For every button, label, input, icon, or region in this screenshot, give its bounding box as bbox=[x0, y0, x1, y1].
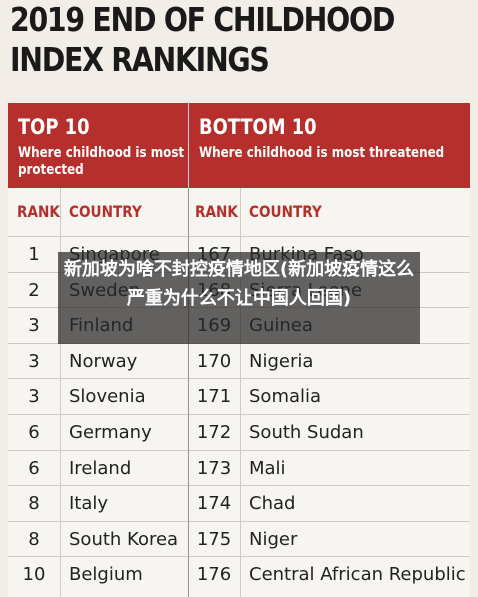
rank-cell: 3 bbox=[28, 350, 40, 372]
overlay-caption: 新加坡为啥不封控疫情地区(新加坡疫情这么严重为什么不让中国人回国) bbox=[58, 252, 420, 344]
column-header: RANK bbox=[195, 202, 238, 221]
table-row: 3 Slovenia 171 Somalia bbox=[8, 378, 470, 414]
rank-cell: 6 bbox=[28, 457, 40, 479]
rank-cell: 8 bbox=[28, 493, 40, 515]
section-heading: BOTTOM 10 bbox=[199, 115, 317, 139]
country-cell: South Korea bbox=[69, 528, 179, 550]
table-row: 3 Norway 170 Nigeria bbox=[8, 342, 470, 379]
country-cell: Italy bbox=[69, 493, 109, 515]
country-cell: Niger bbox=[249, 528, 298, 550]
rank-cell: 176 bbox=[196, 564, 232, 586]
rank-cell: 175 bbox=[196, 528, 232, 550]
column-divider bbox=[60, 188, 61, 597]
rank-cell: 173 bbox=[196, 457, 232, 479]
rank-cell: 8 bbox=[28, 528, 40, 550]
country-cell: South Sudan bbox=[249, 422, 364, 443]
rank-cell: 6 bbox=[28, 422, 40, 443]
section-heading: TOP 10 bbox=[18, 115, 90, 139]
country-cell: Ireland bbox=[69, 457, 132, 479]
country-cell: Slovenia bbox=[69, 386, 146, 408]
country-cell: Mali bbox=[249, 457, 286, 479]
section-header: BOTTOM 10 Where childhood is most threat… bbox=[189, 103, 470, 188]
rank-cell: 1 bbox=[28, 244, 40, 265]
rank-cell: 172 bbox=[196, 422, 232, 443]
rank-cell: 2 bbox=[28, 279, 40, 301]
country-cell: Norway bbox=[69, 350, 138, 372]
country-cell: Germany bbox=[69, 422, 152, 443]
country-cell: Chad bbox=[249, 493, 296, 515]
table-row: 10 Belgium 176 Central African Republic bbox=[8, 556, 470, 592]
column-header: RANK bbox=[17, 202, 60, 221]
country-cell: Somalia bbox=[249, 386, 322, 408]
column-header: COUNTRY bbox=[249, 202, 322, 221]
table-row: 6 Ireland 173 Mali bbox=[8, 449, 470, 486]
section-subheading: Where childhood is most protected bbox=[18, 145, 185, 178]
rank-cell: 171 bbox=[196, 386, 232, 408]
title-line: INDEX RANKINGS bbox=[10, 40, 270, 79]
table-row: 6 Germany 172 South Sudan bbox=[8, 414, 470, 450]
rank-cell: 174 bbox=[196, 493, 232, 515]
section-header: TOP 10 Where childhood is most protected bbox=[8, 103, 189, 188]
rank-cell: 10 bbox=[22, 564, 46, 586]
rank-cell: 3 bbox=[28, 315, 40, 337]
title-line: 2019 END OF CHILDHOOD bbox=[10, 0, 395, 39]
country-cell: Nigeria bbox=[249, 350, 314, 372]
title: 2019 END OF CHILDHOOD INDEX RANKINGS bbox=[10, 0, 406, 80]
ranking-table: TOP 10 Where childhood is most protected… bbox=[8, 103, 470, 597]
country-cell: Belgium bbox=[69, 564, 143, 586]
column-divider bbox=[240, 188, 241, 597]
rank-cell: 170 bbox=[196, 350, 232, 372]
column-divider bbox=[188, 188, 189, 597]
table-row: 8 South Korea 175 Niger bbox=[8, 520, 470, 557]
rank-cell: 3 bbox=[28, 386, 40, 408]
table-row: 8 Italy 174 Chad bbox=[8, 485, 470, 521]
country-cell: Central African Republic bbox=[249, 564, 466, 586]
column-header: COUNTRY bbox=[69, 202, 142, 221]
table-header: TOP 10 Where childhood is most protected… bbox=[8, 103, 470, 188]
section-subheading: Where childhood is most threatened bbox=[199, 145, 445, 161]
